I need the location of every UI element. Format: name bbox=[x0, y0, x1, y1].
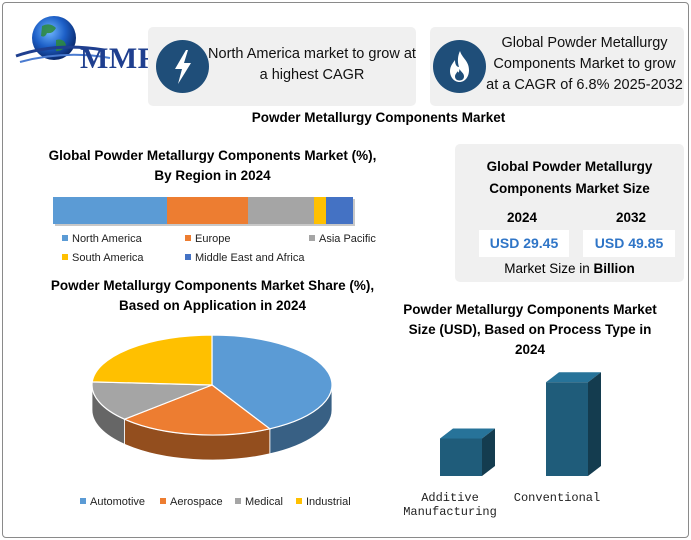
bar-side bbox=[588, 372, 601, 476]
page-title: Powder Metallurgy Components Market bbox=[251, 110, 506, 125]
market-size-panel: Global Powder Metallurgy Components Mark… bbox=[455, 144, 684, 282]
process-type-bar-chart bbox=[440, 372, 601, 476]
application-pie-chart bbox=[91, 334, 333, 461]
legend-label: North America bbox=[72, 233, 142, 245]
bar-segment bbox=[53, 197, 167, 224]
highlight-banner-cagr-market: Global Powder Metallurgy Components Mark… bbox=[430, 27, 684, 106]
year-label-end: 2032 bbox=[616, 210, 647, 225]
legend-item: North America bbox=[62, 233, 142, 245]
logo: MMR bbox=[12, 12, 159, 75]
bar bbox=[546, 382, 588, 476]
pie-slice bbox=[91, 334, 213, 386]
pie-slice bbox=[91, 381, 213, 420]
market-value-start: USD 29.45 bbox=[479, 230, 569, 257]
pie-slice bbox=[122, 384, 272, 436]
category-label: Additive Manufacturing bbox=[403, 491, 497, 519]
highlight-text: North America market to grow at a highes… bbox=[208, 46, 416, 83]
category-label: Conventional bbox=[513, 491, 601, 505]
logo-text: MMR bbox=[80, 42, 160, 75]
legend-label: Automotive bbox=[90, 496, 146, 508]
bar-segment bbox=[326, 197, 353, 224]
lightning-icon bbox=[156, 40, 209, 93]
bar-segment bbox=[314, 197, 326, 224]
process-chart-title: Powder Metallurgy Components Market Size… bbox=[403, 302, 657, 357]
legend-swatch bbox=[62, 235, 68, 241]
legend-item: Europe bbox=[185, 233, 230, 245]
application-chart-title: Powder Metallurgy Components Market Shar… bbox=[50, 278, 375, 313]
legend-item: Aerospace bbox=[160, 496, 223, 508]
legend-label: Europe bbox=[195, 233, 231, 245]
legend-swatch bbox=[62, 254, 68, 260]
legend-label: Aerospace bbox=[170, 496, 223, 508]
year-label-start: 2024 bbox=[507, 210, 538, 225]
globe-icon bbox=[15, 16, 111, 63]
legend-item: Middle East and Africa bbox=[185, 252, 304, 264]
legend-swatch bbox=[185, 235, 191, 241]
market-size-unit-note: Market Size in Billion bbox=[504, 261, 635, 276]
legend-item: Medical bbox=[235, 496, 283, 508]
market-value-end: USD 49.85 bbox=[583, 230, 675, 257]
legend-label: Middle East and Africa bbox=[195, 252, 305, 264]
legend-item: Asia Pacific bbox=[309, 233, 376, 245]
bar-segment bbox=[248, 197, 314, 224]
legend-swatch bbox=[185, 254, 191, 260]
bar-segment bbox=[167, 197, 248, 224]
bar-top bbox=[546, 372, 601, 383]
legend-item: Automotive bbox=[80, 496, 145, 508]
legend-label: Asia Pacific bbox=[319, 233, 376, 245]
legend-swatch bbox=[235, 498, 241, 504]
pie-slice bbox=[211, 334, 333, 430]
highlight-banner-cagr-region: North America market to grow at a highes… bbox=[148, 27, 416, 106]
legend-item: Industrial bbox=[296, 496, 351, 508]
legend-swatch bbox=[296, 498, 302, 504]
region-stacked-bar-chart bbox=[53, 197, 355, 226]
legend-swatch bbox=[309, 235, 315, 241]
legend-label: Industrial bbox=[306, 496, 351, 508]
bar-top bbox=[440, 428, 495, 439]
legend-label: South America bbox=[72, 252, 144, 264]
highlight-text: Global Powder Metallurgy Components Mark… bbox=[486, 35, 683, 93]
legend-label: Medical bbox=[245, 496, 283, 508]
bar bbox=[440, 438, 482, 476]
bar-side bbox=[482, 428, 495, 476]
legend-swatch bbox=[80, 498, 86, 504]
legend-swatch bbox=[160, 498, 166, 504]
legend-item: South America bbox=[62, 252, 144, 264]
market-size-title: Global Powder Metallurgy Components Mark… bbox=[486, 159, 653, 196]
flame-icon bbox=[433, 40, 486, 93]
region-chart-title: Global Powder Metallurgy Components Mark… bbox=[48, 148, 377, 183]
